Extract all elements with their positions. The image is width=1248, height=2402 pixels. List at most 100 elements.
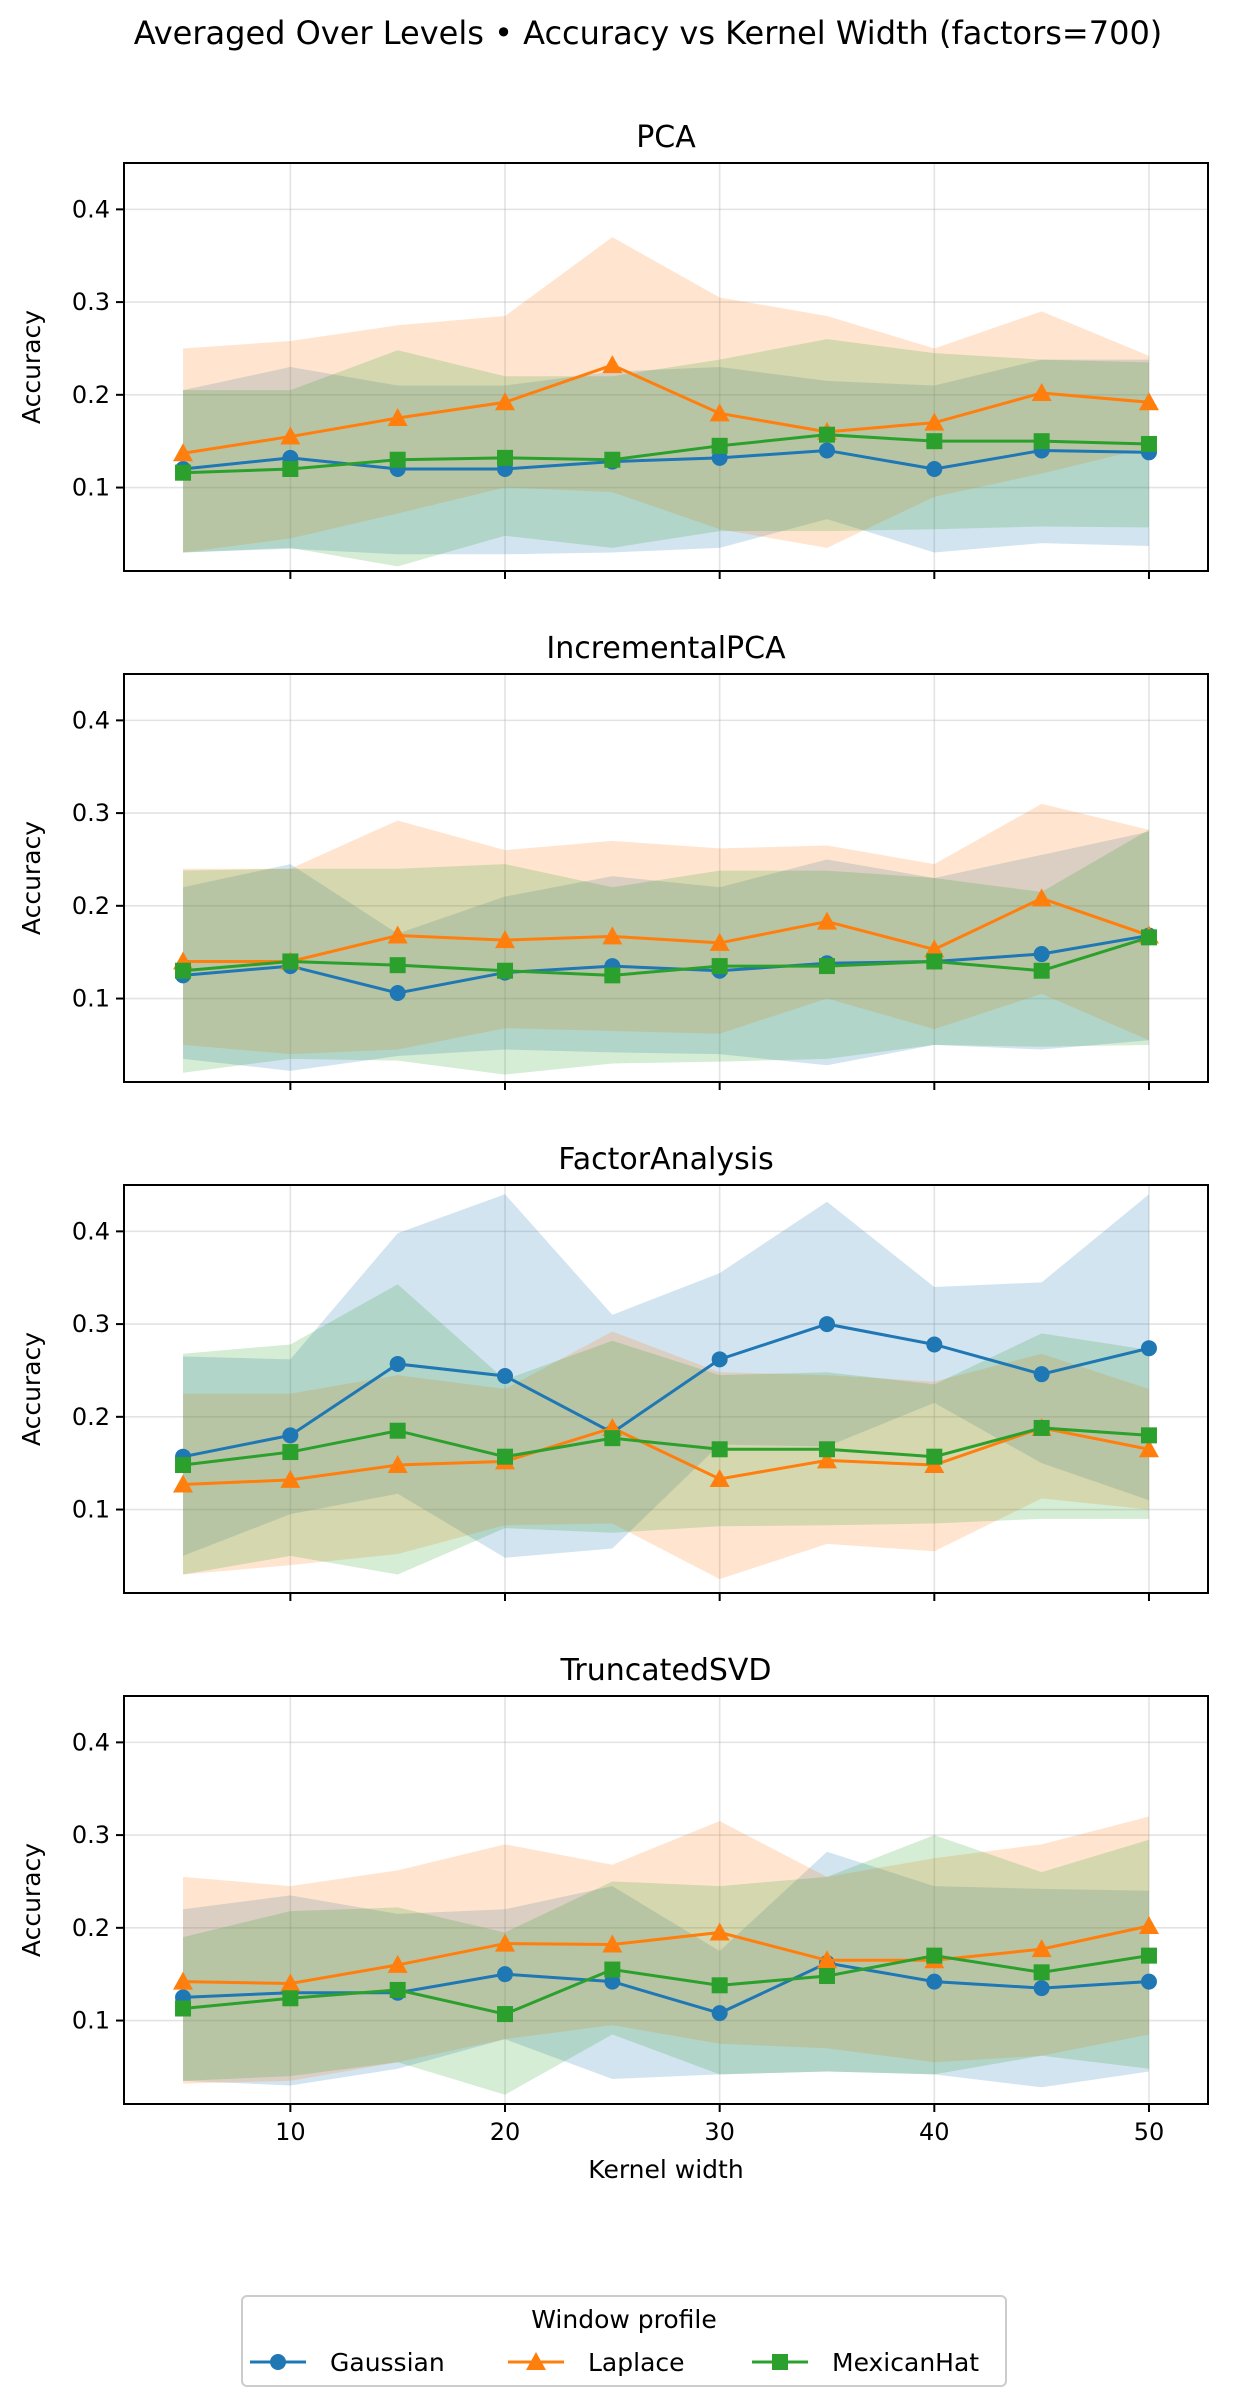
legend-label: Laplace [588, 2348, 685, 2377]
point-mexicanhat [818, 1968, 835, 1985]
subplot-1: IncrementalPCA 0.1 0.2 0.3 0.4 Accuracy [17, 631, 1209, 1090]
band-mexicanhat [183, 829, 1149, 1075]
subplot-3: TruncatedSVD 0.1 0.2 0.3 0.4 10 20 30 40 50 Accura… [17, 1653, 1209, 2184]
legend-entries: Gaussian Laplace MexicanHat [250, 2348, 979, 2377]
point-gaussian [818, 1316, 835, 1333]
y-tick-label: 0.4 [72, 1217, 110, 1245]
point-laplace [495, 930, 516, 949]
series-line-gaussian [182, 1322, 1150, 1459]
point-gaussian [1033, 946, 1050, 963]
point-gaussian [711, 449, 728, 466]
point-mexicanhat [1033, 433, 1050, 450]
axes-frame [123, 1184, 1209, 1594]
point-laplace [495, 1933, 516, 1952]
x-tick-label: 50 [1134, 2118, 1165, 2146]
legend-title: Window profile [531, 2305, 717, 2334]
subplot-title: PCA [636, 120, 696, 155]
point-laplace [387, 408, 408, 426]
subplot-title: FactorAnalysis [558, 1142, 773, 1177]
point-gaussian [926, 1973, 943, 1990]
point-laplace [387, 925, 408, 944]
point-gaussian [1033, 1980, 1050, 1997]
band-laplace [183, 803, 1149, 1055]
point-laplace [816, 1450, 837, 1469]
point-laplace [173, 1971, 194, 1990]
point-gaussian [818, 442, 835, 459]
point-laplace [602, 355, 623, 374]
point-mexicanhat [604, 1430, 621, 1447]
y-tick-label: 0.3 [72, 1310, 110, 1338]
subplot-panels: PCA 0.1 0.2 0.3 0.4 Accuracy IncrementalPCA 0.1… [17, 120, 1209, 2184]
point-laplace [387, 1455, 408, 1474]
point-laplace [924, 939, 945, 958]
point-mexicanhat [926, 953, 943, 970]
point-mexicanhat [1033, 1964, 1050, 1981]
point-gaussian [926, 1336, 943, 1353]
point-mexicanhat [926, 433, 943, 450]
series-line-laplace [182, 1426, 1150, 1487]
x-tick-label: 40 [919, 2118, 950, 2146]
point-mexicanhat [818, 958, 835, 975]
y-tick-label: 0.2 [72, 892, 110, 920]
point-laplace [1031, 888, 1052, 907]
x-axis-label: Kernel width [588, 2155, 743, 2184]
y-tick-label: 0.1 [72, 474, 110, 502]
series-line-mexicanhat [182, 1426, 1150, 1467]
y-axis-label: Accuracy [17, 1332, 46, 1446]
point-mexicanhat [175, 464, 192, 481]
point-gaussian [497, 1368, 514, 1385]
y-tick-label: 0.2 [72, 1403, 110, 1431]
y-axis-label: Accuracy [17, 821, 46, 935]
point-mexicanhat [175, 962, 192, 979]
point-gaussian [1033, 1366, 1050, 1383]
point-mexicanhat [175, 2000, 192, 2017]
series-line-mexicanhat [182, 1954, 1150, 2016]
point-mexicanhat [1140, 1947, 1157, 1964]
point-laplace [280, 1973, 301, 1992]
y-tick-label: 0.3 [72, 288, 110, 316]
point-mexicanhat [282, 1990, 299, 2007]
axes-frame [123, 673, 1209, 1083]
point-mexicanhat [282, 953, 299, 970]
point-mexicanhat [926, 1947, 943, 1964]
x-tick-label: 10 [275, 2118, 306, 2146]
point-laplace [816, 911, 837, 930]
y-tick-label: 0.4 [72, 706, 110, 734]
y-axis-label: Accuracy [17, 1843, 46, 1957]
point-gaussian [711, 2005, 728, 2022]
point-laplace [1138, 392, 1159, 411]
axes-frame [123, 162, 1209, 572]
legend-entry-gaussian: Gaussian [250, 2348, 445, 2377]
point-laplace [709, 932, 730, 951]
point-mexicanhat [389, 1422, 406, 1439]
point-gaussian [711, 1351, 728, 1368]
point-mexicanhat [1140, 1427, 1157, 1444]
subplot-2: FactorAnalysis 0.1 0.2 0.3 0.4 Accuracy [17, 1142, 1209, 1601]
point-mexicanhat [497, 2006, 514, 2023]
band-gaussian [183, 831, 1149, 1071]
y-tick-label: 0.1 [72, 2007, 110, 2035]
series-line-mexicanhat [182, 935, 1150, 977]
y-tick-label: 0.1 [72, 985, 110, 1013]
point-laplace [1031, 1939, 1052, 1958]
band-gaussian [183, 359, 1149, 555]
y-tick-label: 0.2 [72, 1914, 110, 1942]
point-mexicanhat [818, 426, 835, 443]
point-gaussian [389, 1355, 406, 1372]
series-line-gaussian [182, 934, 1150, 995]
legend-entry-laplace: Laplace [508, 2348, 685, 2377]
y-tick-label: 0.2 [72, 381, 110, 409]
legend-label: MexicanHat [832, 2348, 979, 2377]
legend-frame [241, 2295, 1007, 2387]
series-line-laplace [183, 1924, 1150, 1985]
subplot-title: IncrementalPCA [546, 631, 786, 666]
series-line-mexicanhat [182, 433, 1150, 475]
point-laplace [387, 1954, 408, 1973]
figure-suptitle: Averaged Over Levels • Accuracy vs Kerne… [134, 14, 1163, 52]
point-gaussian [1140, 1340, 1157, 1357]
legend-marker [270, 2354, 286, 2370]
point-mexicanhat [711, 1441, 728, 1458]
point-mexicanhat [282, 461, 299, 477]
point-mexicanhat [1033, 962, 1050, 979]
x-tick-label: 20 [490, 2118, 521, 2146]
